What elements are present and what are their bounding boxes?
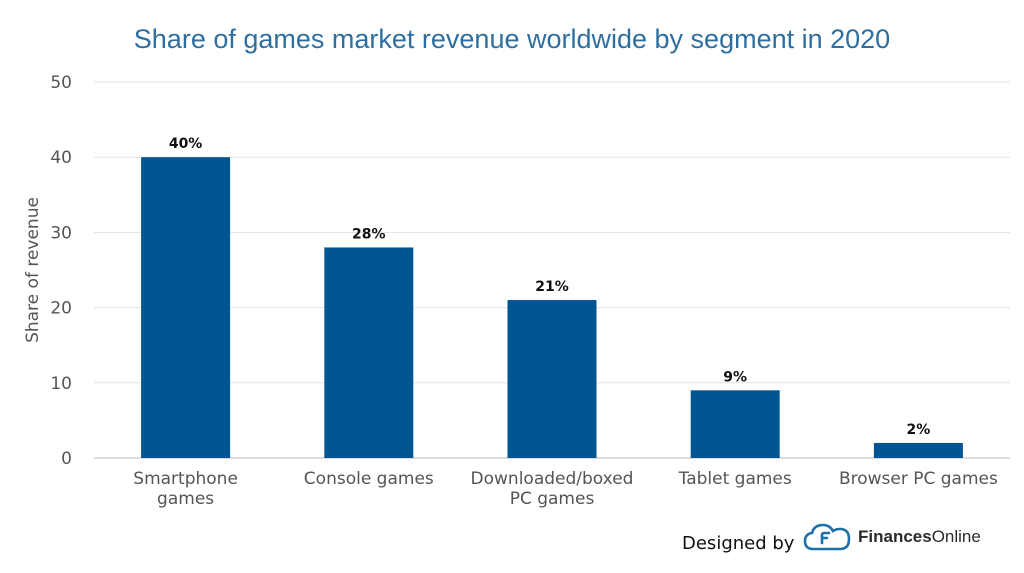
y-tick-label: 40: [50, 148, 72, 168]
x-axis-categories: Smartphone games Console games Downloaded/b…: [133, 469, 998, 509]
x-category-label: Browser PC games: [839, 469, 998, 489]
data-labels: 40% 28% 21% 9% 2%: [169, 136, 930, 438]
bar: [507, 300, 597, 458]
bar: [690, 390, 780, 458]
bar: [141, 157, 231, 458]
x-category-label: Smartphone games: [133, 469, 238, 509]
data-label: 28%: [352, 226, 386, 242]
y-tick-label: 10: [50, 374, 72, 394]
data-label: 21%: [535, 279, 569, 295]
credit-prefix: Designed by: [682, 533, 795, 554]
y-tick-label: 0: [61, 449, 72, 469]
y-axis-label: Share of revenue: [23, 197, 43, 343]
x-category-label: Console games: [304, 469, 434, 489]
brand-name-regular: Online: [932, 527, 981, 546]
bars: [141, 157, 963, 458]
finances-online-cloud-logo-icon: [803, 523, 851, 551]
data-label: 2%: [907, 422, 931, 438]
credit: Designed by FinancesOnline: [682, 523, 981, 554]
chart-title: Share of games market revenue worldwide …: [134, 24, 890, 54]
brand-name-bold: Finances: [858, 527, 932, 546]
y-tick-label: 30: [50, 223, 72, 243]
bar: [873, 442, 963, 458]
y-tick-label: 50: [50, 73, 72, 93]
y-tick-label: 20: [50, 299, 72, 319]
data-label: 40%: [169, 136, 203, 152]
bar: [324, 247, 414, 458]
y-axis-ticks: 0 10 20 30 40 50: [50, 73, 72, 469]
brand-name: FinancesOnline: [858, 527, 981, 546]
x-category-label: Tablet games: [678, 469, 792, 489]
data-label: 9%: [723, 369, 747, 385]
x-category-label: Downloaded/boxed PC games: [471, 469, 634, 509]
